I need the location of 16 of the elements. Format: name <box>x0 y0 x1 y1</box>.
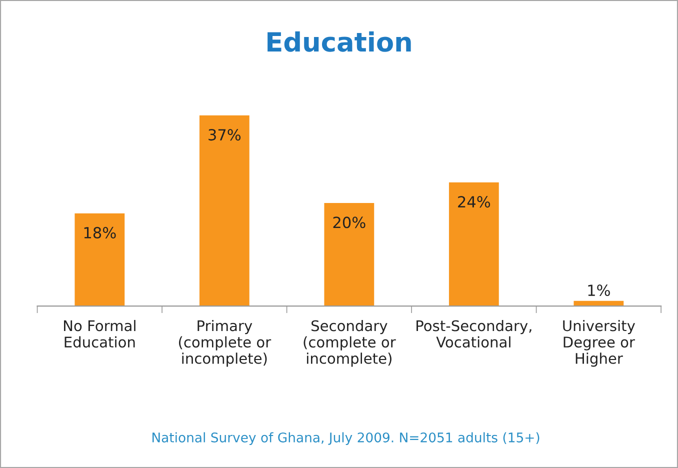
data-label: 24% <box>458 196 490 208</box>
x-tick-label: University Degree or Higher <box>563 320 636 367</box>
x-tick-label: No Formal Education <box>64 320 136 348</box>
bar <box>199 115 250 306</box>
x-tick-label: Primary (complete or incomplete) <box>178 320 272 367</box>
bar <box>74 213 125 306</box>
data-label: 18% <box>84 226 116 238</box>
bar <box>324 203 374 306</box>
x-tick-label: Post-Secondary, Vocational <box>416 320 532 348</box>
bar <box>448 182 499 306</box>
chart-title: Education <box>268 31 411 52</box>
data-label: 20% <box>333 216 366 228</box>
text: National Survey of Ghana, July 2009. N=2051 adults (15+) <box>152 432 540 446</box>
data-label: 1% <box>588 284 610 296</box>
data-label: 37% <box>208 129 241 141</box>
x-tick-label: Secondary (complete or incomplete) <box>304 320 396 367</box>
